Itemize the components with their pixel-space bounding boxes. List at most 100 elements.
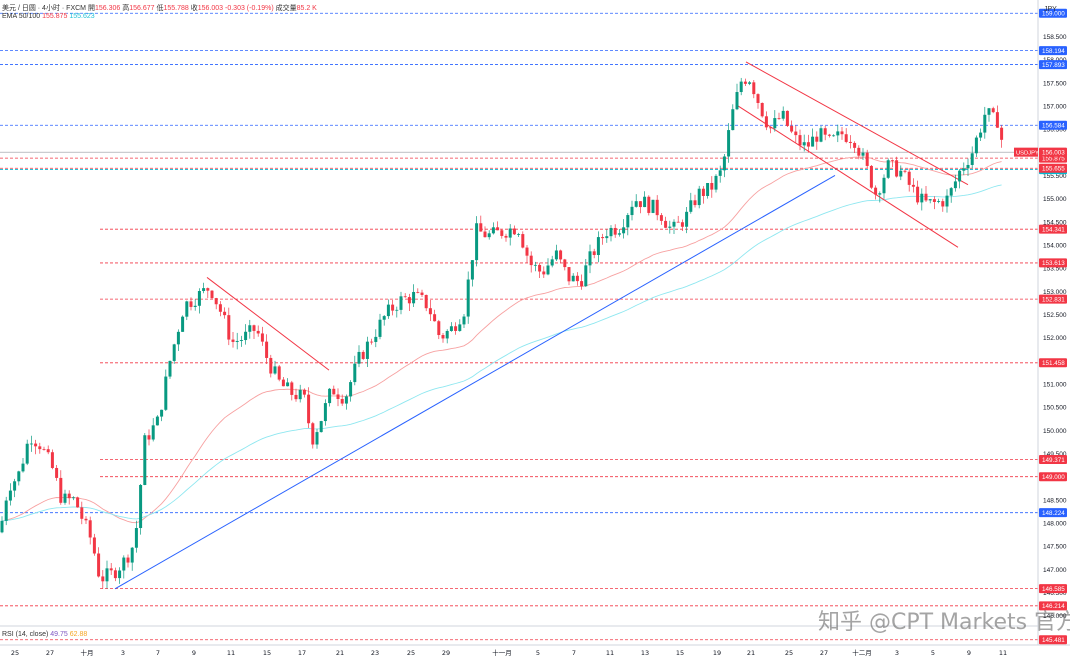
- candle-body: [987, 108, 991, 115]
- candle-body: [63, 493, 67, 503]
- candle-body: [903, 170, 907, 172]
- y-tick-label: 158.500: [1043, 34, 1067, 41]
- candle-body: [748, 82, 752, 84]
- candle-body: [126, 557, 130, 563]
- last-price-label: 156.003: [1042, 149, 1065, 156]
- candle-body: [911, 184, 915, 187]
- candle-body: [655, 199, 659, 216]
- candle-body: [38, 446, 42, 450]
- ema50-line: [1, 156, 1002, 524]
- level-tag-label: 156.584: [1042, 123, 1065, 130]
- ema-legend[interactable]: EMA 50/100 155.875 155.623: [2, 13, 95, 20]
- x-tick-label: 7: [572, 649, 576, 657]
- candle-body: [932, 199, 936, 202]
- level-tag-label: 151.458: [1042, 360, 1065, 367]
- candle-body: [916, 186, 920, 203]
- candle-body: [475, 223, 479, 261]
- y-tick-label: 153.000: [1043, 289, 1067, 296]
- candle-body: [361, 351, 365, 359]
- candle-body: [630, 206, 634, 216]
- candle-body: [277, 366, 281, 380]
- candle-body: [760, 102, 764, 117]
- candle-body: [533, 264, 537, 266]
- x-tick-label: 9: [967, 649, 971, 657]
- x-tick-label: 21: [747, 649, 755, 657]
- candle-body: [487, 233, 491, 238]
- candle-body: [823, 128, 827, 135]
- candle-body: [512, 228, 516, 235]
- y-tick-label: 146.000: [1043, 613, 1067, 620]
- candle-body: [420, 292, 424, 295]
- candle-body: [559, 250, 563, 260]
- candle-body: [281, 379, 285, 387]
- y-tick-label: 155.000: [1043, 196, 1067, 203]
- candle-body: [407, 297, 411, 304]
- candle-body: [218, 304, 222, 312]
- candle-body: [256, 330, 260, 334]
- rsi-legend[interactable]: RSI (14, close) 49.75 62.88: [2, 631, 87, 638]
- time-axis[interactable]: 25 27 十月 3 7 9 11 15 17 21 23 25 29 十一月 5 7 11 13 15 19 21 25…: [0, 644, 1070, 657]
- close-value: 156.003: [197, 5, 224, 12]
- candle-body: [311, 423, 315, 445]
- candle-body: [958, 170, 962, 182]
- candle-body: [550, 259, 554, 266]
- candle-body: [168, 360, 172, 377]
- candle-body: [223, 311, 227, 316]
- candle-body: [853, 142, 857, 148]
- candle-body: [21, 463, 25, 472]
- candle-body: [437, 321, 441, 336]
- level-tag: [1039, 163, 1067, 173]
- candle-body: [832, 135, 836, 137]
- candle-body: [29, 443, 33, 445]
- candle-body: [605, 236, 609, 239]
- candle-body: [130, 547, 134, 563]
- candle-body: [101, 576, 105, 582]
- candle-body: [781, 110, 785, 119]
- level-tag: [1039, 584, 1067, 594]
- watermark: 知乎 @CPT Markets 官方: [818, 610, 1070, 635]
- candle-body: [937, 201, 941, 202]
- candle-body: [134, 528, 138, 548]
- x-tick-label: 11: [227, 649, 235, 657]
- y-tick-label: 148.000: [1043, 521, 1067, 528]
- low-label: 低: [156, 5, 164, 12]
- candle-body: [139, 484, 143, 529]
- candle-body: [693, 200, 697, 206]
- candle-body: [290, 382, 294, 395]
- candle-body: [172, 344, 176, 361]
- candle-body: [794, 131, 798, 136]
- candle-body: [336, 394, 340, 399]
- volume-label: 成交量: [275, 5, 297, 12]
- candle-body: [546, 265, 550, 275]
- candle-body: [798, 135, 802, 146]
- candle-body: [928, 199, 932, 201]
- candle-body: [995, 112, 999, 128]
- candle-body: [386, 304, 390, 317]
- level-tag: [1039, 358, 1067, 368]
- y-tick-label: 154.500: [1043, 219, 1067, 226]
- candle-body: [50, 452, 54, 468]
- candle-body: [92, 537, 96, 554]
- candle-body: [651, 199, 655, 213]
- ema50-value: 155.875: [42, 13, 68, 20]
- x-tick-label: 3: [121, 649, 125, 657]
- candle-body: [399, 296, 403, 310]
- candle-body: [542, 271, 546, 275]
- candle-body: [160, 409, 164, 417]
- candle-body: [907, 171, 911, 185]
- candle-body: [924, 193, 928, 201]
- candle-body: [949, 188, 953, 196]
- x-tick-label: 十月: [81, 648, 94, 657]
- candle-body: [819, 128, 823, 142]
- candle-body: [601, 237, 605, 239]
- candle-body: [953, 181, 957, 189]
- candle-body: [382, 316, 386, 320]
- level-tag: [1039, 635, 1067, 645]
- candle-body: [55, 467, 59, 478]
- candle-body: [365, 341, 369, 359]
- symbol-name: 美元 / 日圆 · 4小时 · FXCM: [2, 5, 86, 12]
- candle-body: [424, 294, 428, 309]
- candle-body: [155, 416, 159, 426]
